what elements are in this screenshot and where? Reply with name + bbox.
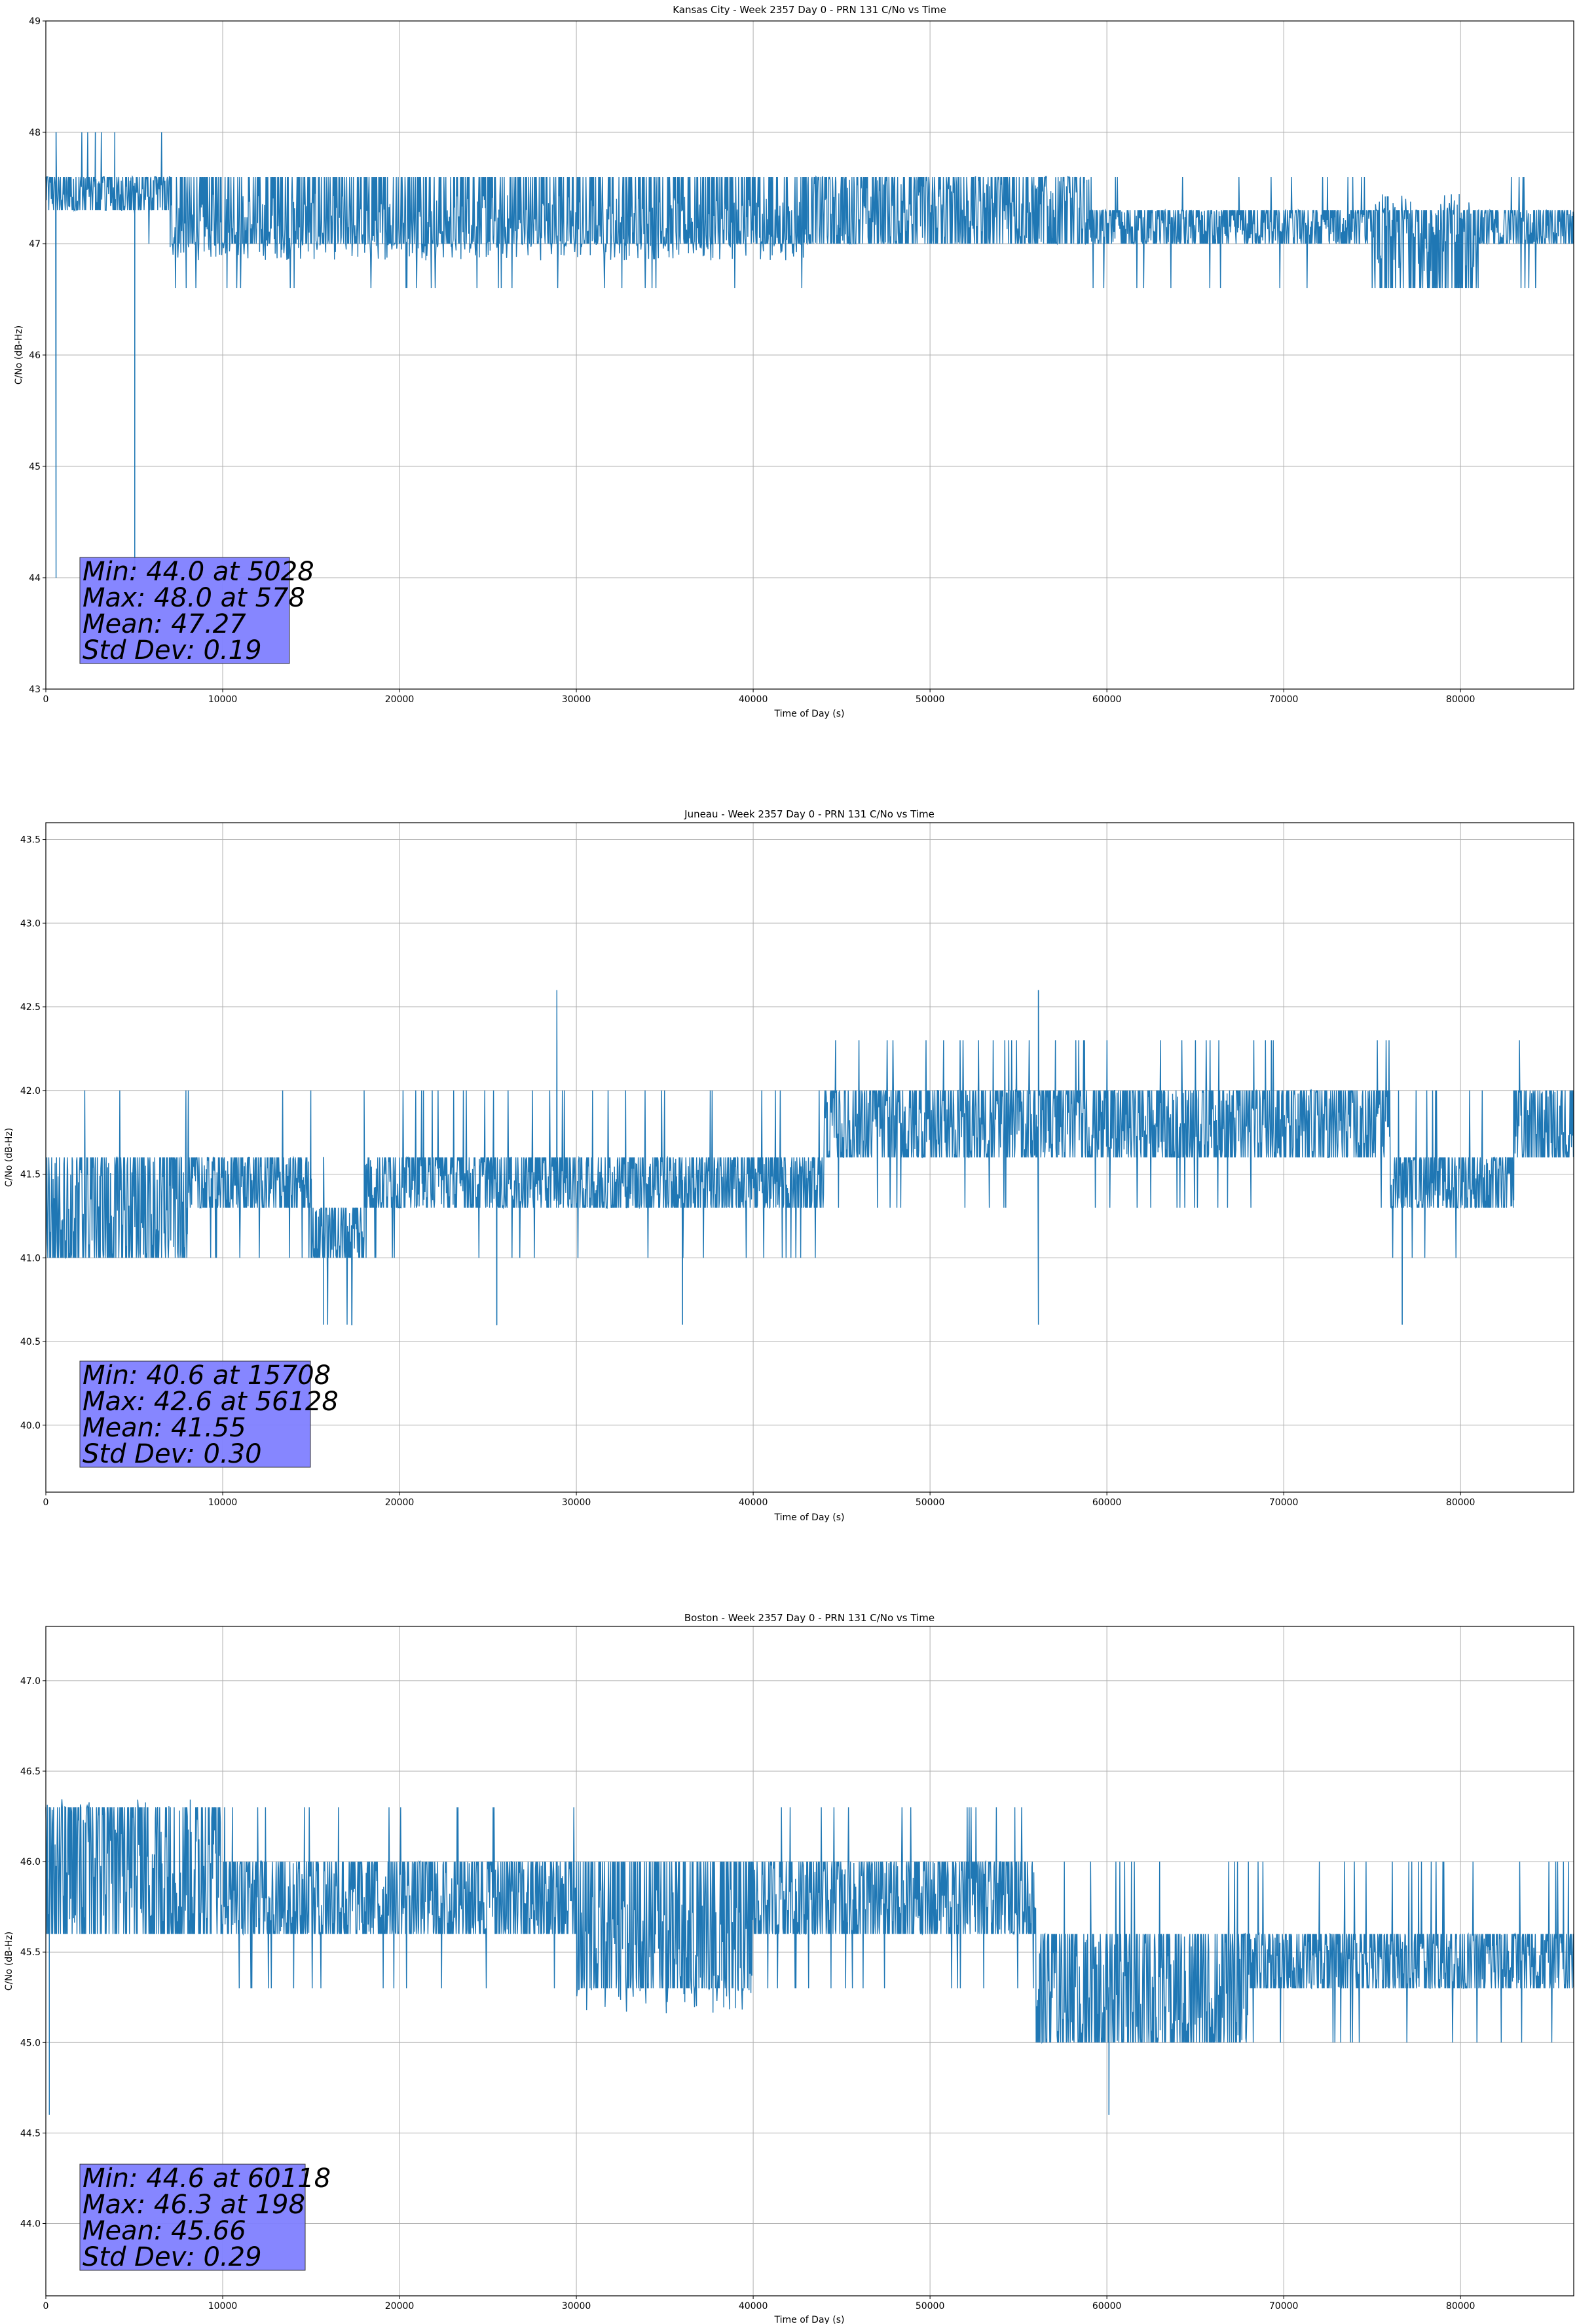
y-tick-label: 46 bbox=[29, 350, 41, 361]
x-tick-label: 70000 bbox=[1269, 1497, 1299, 1508]
x-tick-label: 60000 bbox=[1092, 1497, 1122, 1508]
stats-mean: Mean: 47.27 bbox=[83, 609, 246, 639]
x-ticks: 0 10000 20000 30000 40000 50000 60000 70000 8000… bbox=[43, 1492, 1475, 1508]
stats-min: Min: 44.0 at 5028 bbox=[83, 557, 314, 587]
x-tick-label: 50000 bbox=[916, 694, 945, 705]
y-axis-label: C/No (dB-Hz) bbox=[4, 1128, 14, 1187]
y-tick-label: 45 bbox=[29, 462, 41, 472]
y-tick-label: 45.5 bbox=[20, 1947, 41, 1958]
stats-box-background bbox=[79, 1360, 311, 1468]
y-tick-label: 45.0 bbox=[20, 2038, 41, 2048]
x-tick-label: 80000 bbox=[1446, 694, 1475, 705]
stats-min: Min: 40.6 at 15708 bbox=[83, 1360, 331, 1391]
series-kansas-city bbox=[45, 132, 1574, 578]
y-tick-label: 41.5 bbox=[20, 1170, 41, 1180]
x-tick-label: 70000 bbox=[1269, 2301, 1299, 2312]
stats-max: Max: 48.0 at 578 bbox=[83, 583, 305, 613]
x-tick-label: 40000 bbox=[739, 1497, 768, 1508]
x-tick-label: 40000 bbox=[739, 2301, 768, 2312]
series-boston bbox=[45, 1799, 1574, 2115]
x-tick-label: 10000 bbox=[208, 694, 238, 705]
y-tick-label: 42.5 bbox=[20, 1002, 41, 1013]
y-axis-label: C/No (dB-Hz) bbox=[4, 1932, 14, 1991]
series-line bbox=[45, 1799, 1574, 2115]
x-axis-label: Time of Day (s) bbox=[774, 709, 845, 719]
x-tick-label: 0 bbox=[43, 1497, 49, 1508]
stats-std-dev: Std Dev: 0.30 bbox=[83, 1439, 262, 1469]
x-ticks: 0 10000 20000 30000 40000 50000 60000 70000 8000… bbox=[43, 689, 1475, 705]
y-tick-label: 42.0 bbox=[20, 1086, 41, 1096]
x-tick-label: 70000 bbox=[1269, 694, 1299, 705]
y-tick-label: 47.0 bbox=[20, 1676, 41, 1687]
x-tick-label: 20000 bbox=[385, 2301, 415, 2312]
stats-mean: Mean: 41.55 bbox=[83, 1413, 246, 1443]
chart-boston: Boston - Week 2357 Day 0 - PRN 131 C/No … bbox=[4, 1612, 1574, 2324]
stats-std-dev: Std Dev: 0.19 bbox=[83, 635, 262, 665]
chart-kansas-city: Kansas City - Week 2357 Day 0 - PRN 131 … bbox=[14, 4, 1574, 719]
y-tick-label: 44.0 bbox=[20, 2219, 41, 2230]
y-tick-label: 40.0 bbox=[20, 1421, 41, 1431]
x-tick-label: 80000 bbox=[1446, 2301, 1475, 2312]
x-tick-label: 20000 bbox=[385, 694, 415, 705]
stats-box: Min: 40.6 at 15708 Max: 42.6 at 56128 Me… bbox=[79, 1360, 339, 1469]
y-ticks: 40.0 40.5 41.0 41.5 42.0 42.5 43.0 43.5 bbox=[20, 835, 46, 1431]
grid bbox=[46, 823, 1574, 1492]
x-tick-label: 60000 bbox=[1092, 2301, 1122, 2312]
y-ticks: 43 44 45 46 47 48 49 bbox=[29, 16, 46, 695]
stats-max: Max: 42.6 at 56128 bbox=[83, 1387, 339, 1417]
chart-title: Kansas City - Week 2357 Day 0 - PRN 131 … bbox=[673, 4, 946, 16]
x-ticks: 0 10000 20000 30000 40000 50000 60000 70000 8000… bbox=[43, 2296, 1475, 2312]
plot-frame bbox=[45, 1626, 1574, 2296]
x-tick-label: 80000 bbox=[1446, 1497, 1475, 1508]
y-tick-label: 46.5 bbox=[20, 1767, 41, 1777]
x-tick-label: 60000 bbox=[1092, 694, 1122, 705]
stats-std-dev: Std Dev: 0.29 bbox=[83, 2242, 262, 2272]
x-tick-label: 0 bbox=[43, 694, 49, 705]
x-tick-label: 10000 bbox=[208, 1497, 238, 1508]
stats-box: Min: 44.6 at 60118 Max: 46.3 at 198 Mean… bbox=[79, 2164, 331, 2272]
y-tick-label: 49 bbox=[29, 16, 41, 27]
stats-box-background bbox=[79, 557, 290, 664]
chart-juneau: Juneau - Week 2357 Day 0 - PRN 131 C/No … bbox=[4, 808, 1574, 1523]
x-tick-label: 50000 bbox=[916, 1497, 945, 1508]
y-tick-label: 41.0 bbox=[20, 1253, 41, 1264]
y-tick-label: 43 bbox=[29, 684, 41, 695]
stats-min: Min: 44.6 at 60118 bbox=[83, 2164, 331, 2194]
series-juneau bbox=[45, 990, 1574, 1326]
x-tick-label: 30000 bbox=[562, 1497, 591, 1508]
x-tick-label: 30000 bbox=[562, 694, 591, 705]
y-ticks: 44.0 44.5 45.0 45.5 46.0 46.5 47.0 bbox=[20, 1676, 46, 2230]
x-axis-label: Time of Day (s) bbox=[774, 1512, 845, 1523]
chart-title: Boston - Week 2357 Day 0 - PRN 131 C/No … bbox=[684, 1612, 935, 1624]
series-line bbox=[45, 132, 1574, 578]
y-tick-label: 47 bbox=[29, 239, 41, 250]
stats-max: Max: 46.3 at 198 bbox=[83, 2190, 305, 2220]
x-tick-label: 10000 bbox=[208, 2301, 238, 2312]
y-tick-label: 44.5 bbox=[20, 2128, 41, 2139]
y-tick-label: 43.5 bbox=[20, 835, 41, 846]
x-tick-label: 50000 bbox=[916, 2301, 945, 2312]
y-tick-label: 46.0 bbox=[20, 1857, 41, 1867]
x-tick-label: 30000 bbox=[562, 2301, 591, 2312]
stats-box-background bbox=[79, 2164, 306, 2271]
x-tick-label: 20000 bbox=[385, 1497, 415, 1508]
stats-box: Min: 44.0 at 5028 Max: 48.0 at 578 Mean:… bbox=[79, 557, 314, 665]
x-tick-label: 40000 bbox=[739, 694, 768, 705]
y-tick-label: 40.5 bbox=[20, 1337, 41, 1347]
y-tick-label: 44 bbox=[29, 573, 41, 584]
y-tick-label: 48 bbox=[29, 128, 41, 138]
x-axis-label: Time of Day (s) bbox=[774, 2315, 845, 2324]
chart-title: Juneau - Week 2357 Day 0 - PRN 131 C/No … bbox=[684, 808, 935, 820]
y-tick-label: 43.0 bbox=[20, 918, 41, 929]
plot-frame bbox=[45, 822, 1574, 1493]
y-axis-label: C/No (dB-Hz) bbox=[14, 326, 24, 384]
stats-mean: Mean: 45.66 bbox=[83, 2216, 246, 2246]
series-line bbox=[45, 990, 1574, 1326]
x-tick-label: 0 bbox=[43, 2301, 49, 2312]
